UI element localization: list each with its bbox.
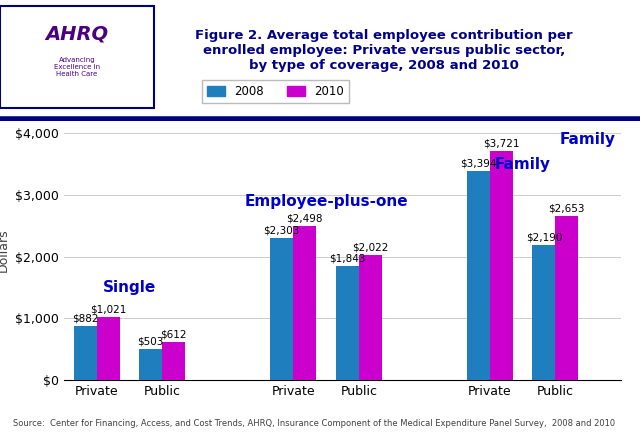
Bar [97, 317, 120, 380]
Bar [556, 216, 578, 380]
Text: $882: $882 [72, 313, 99, 323]
Y-axis label: Dollars: Dollars [0, 229, 10, 272]
Text: $612: $612 [161, 330, 187, 340]
Legend: 2008, 2010: 2008, 2010 [202, 80, 349, 103]
Text: Family: Family [560, 132, 616, 147]
Text: $2,190: $2,190 [525, 232, 562, 242]
Text: $3,394: $3,394 [460, 158, 497, 168]
Bar [140, 349, 163, 380]
Text: Source:  Center for Financing, Access, and Cost Trends, AHRQ, Insurance Componen: Source: Center for Financing, Access, an… [13, 419, 615, 428]
Text: $2,498: $2,498 [287, 213, 323, 223]
Text: $503: $503 [138, 337, 164, 346]
Text: $3,721: $3,721 [483, 138, 520, 148]
Text: $2,022: $2,022 [352, 243, 388, 253]
FancyBboxPatch shape [0, 6, 154, 108]
Text: $2,303: $2,303 [264, 226, 300, 235]
Bar [74, 326, 97, 380]
Bar [532, 245, 556, 380]
Text: Single: Single [103, 280, 156, 295]
Text: AHRQ: AHRQ [45, 24, 108, 43]
Text: Employee-plus-one: Employee-plus-one [244, 194, 408, 209]
Bar [336, 267, 359, 380]
Text: $2,653: $2,653 [548, 204, 585, 214]
Bar [359, 255, 381, 380]
Text: $1,021: $1,021 [90, 305, 127, 314]
Bar [270, 238, 293, 380]
Bar [293, 226, 316, 380]
Text: Advancing
Excellence in
Health Care: Advancing Excellence in Health Care [54, 57, 100, 76]
Bar [163, 343, 185, 380]
Text: Figure 2. Average total employee contribution per
enrolled employee: Private ver: Figure 2. Average total employee contrib… [195, 29, 573, 72]
Text: Family: Family [495, 157, 550, 172]
Bar [490, 150, 513, 380]
Bar [467, 171, 490, 380]
Text: $1,843: $1,843 [329, 254, 365, 264]
